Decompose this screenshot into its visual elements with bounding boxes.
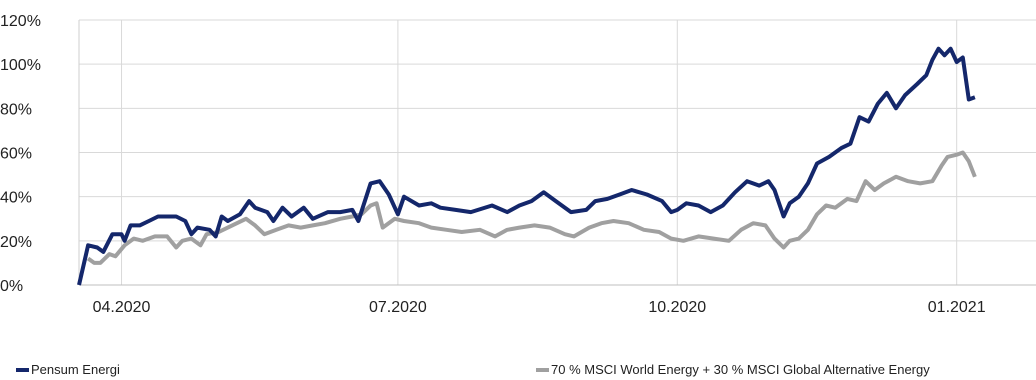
legend-item-benchmark: 70 % MSCI World Energy + 30 % MSCI Globa… xyxy=(536,362,930,377)
legend-item-pensum-energi: Pensum Energi xyxy=(16,362,120,377)
x-tick-label: 10.2020 xyxy=(648,299,706,316)
series-line-pensum-energi xyxy=(77,46,976,286)
y-tick-label: 40% xyxy=(0,190,32,207)
y-tick-label: 80% xyxy=(0,101,32,118)
y-tick-labels: 0% 20% 40% 60% 80% 100% 120% xyxy=(0,13,41,295)
legend-label-pensum-energi: Pensum Energi xyxy=(31,362,120,377)
y-tick-label: 20% xyxy=(0,234,32,251)
line-chart: 0% 20% 40% 60% 80% 100% 120% 04.2020 07.2020 10.… xyxy=(0,13,1036,316)
x-tick-label: 07.2020 xyxy=(369,299,427,316)
y-tick-label: 100% xyxy=(0,57,41,74)
series-line-benchmark xyxy=(86,150,977,265)
legend-swatch-pensum-energi xyxy=(16,367,29,372)
legend-label-benchmark: 70 % MSCI World Energy + 30 % MSCI Globa… xyxy=(551,362,930,377)
axes xyxy=(78,20,1036,286)
series-lines xyxy=(77,46,977,286)
y-tick-label: 60% xyxy=(0,146,32,163)
x-tick-labels: 04.2020 07.2020 10.2020 01.2021 xyxy=(93,299,986,316)
x-tick-label: 01.2021 xyxy=(928,299,986,316)
x-tick-label: 04.2020 xyxy=(93,299,151,316)
y-tick-label: 0% xyxy=(0,278,23,295)
legend-swatch-benchmark xyxy=(536,367,549,372)
y-tick-label: 120% xyxy=(0,13,41,30)
grid-lines xyxy=(79,19,1036,285)
